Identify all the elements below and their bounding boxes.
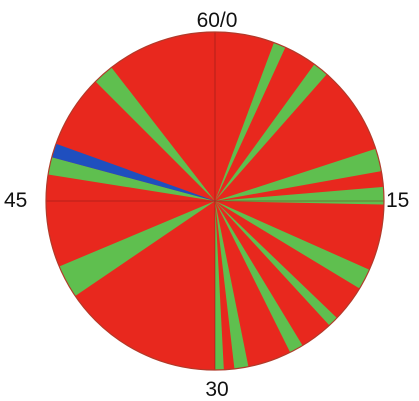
dial-segment-3 <box>215 148 382 201</box>
dial-segment-2 <box>215 64 327 201</box>
dial-segment-6 <box>215 201 337 326</box>
dial-segment-8 <box>215 201 249 369</box>
dial-segment-5 <box>215 201 370 289</box>
tick-label-top: 60/0 <box>197 9 238 32</box>
dial-segment-4 <box>215 186 384 205</box>
tick-label-bottom: 30 <box>205 378 228 401</box>
dial-segment-10 <box>59 201 216 296</box>
dial-segment-7 <box>215 201 303 353</box>
dial-segment-9 <box>215 201 224 370</box>
dial-segments <box>48 42 384 370</box>
tick-label-left: 45 <box>4 189 27 212</box>
dial-segment-1 <box>215 42 286 201</box>
dial-rim <box>45 31 385 371</box>
dial-segment-13 <box>95 67 215 202</box>
tick-label-right: 15 <box>386 189 409 212</box>
dial-segment-12 <box>51 143 216 201</box>
dial-segment-11 <box>48 157 215 201</box>
